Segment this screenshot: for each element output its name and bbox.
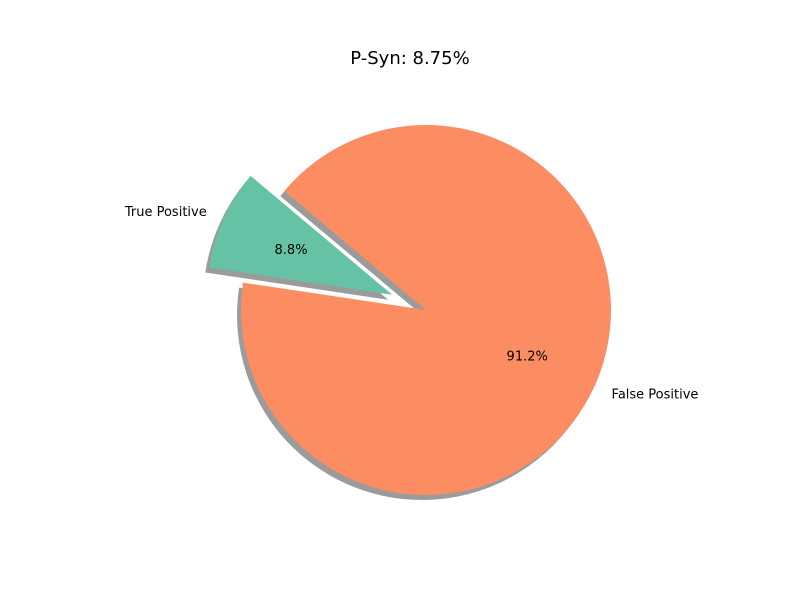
slice-pct-false-positive: 91.2% bbox=[507, 350, 548, 365]
chart-title: P-Syn: 8.75% bbox=[350, 48, 469, 69]
slice-pct-true-positive: 8.8% bbox=[275, 243, 308, 258]
slice-layer bbox=[209, 124, 611, 495]
slice-label-true-positive: True Positive bbox=[124, 205, 207, 220]
label-layer: True Positive 8.8% False Positive 91.2% bbox=[124, 205, 699, 402]
slice-false-positive bbox=[241, 124, 611, 495]
slice-label-false-positive: False Positive bbox=[612, 388, 699, 403]
slice-true-positive bbox=[209, 175, 393, 295]
